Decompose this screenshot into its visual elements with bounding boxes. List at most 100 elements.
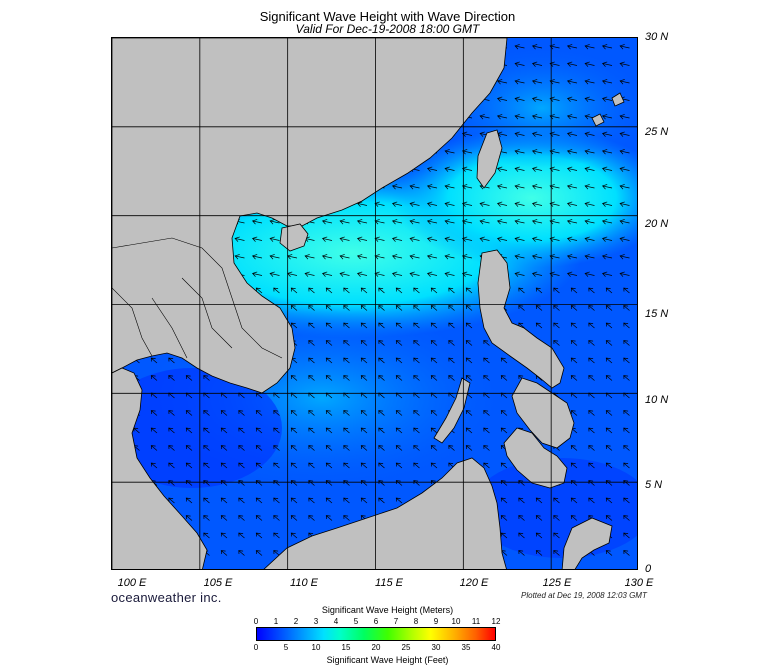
wave-arrow <box>168 462 175 469</box>
wave-arrow <box>391 236 403 242</box>
wave-arrow <box>308 322 315 329</box>
wave-arrow <box>185 445 193 451</box>
wave-arrow <box>535 287 543 294</box>
wave-arrow <box>203 497 210 504</box>
wave-arrow <box>514 271 525 277</box>
wave-arrow <box>601 96 613 102</box>
wave-arrow <box>601 61 613 67</box>
wave-arrow <box>514 254 525 260</box>
wave-arrow <box>290 322 298 329</box>
wave-arrow <box>395 480 403 486</box>
lat-lon-grid <box>112 38 637 569</box>
wave-arrow <box>325 462 333 469</box>
wave-arrow <box>220 462 228 469</box>
wave-arrow <box>413 357 420 364</box>
wave-arrow <box>251 254 263 260</box>
wave-arrow <box>378 375 385 381</box>
wave-arrow <box>570 305 578 311</box>
country-borders <box>112 237 283 359</box>
wave-arrow <box>605 515 613 521</box>
wave-arrow <box>378 462 385 469</box>
wave-arrow <box>588 340 595 346</box>
wave-arrow <box>619 254 630 260</box>
wave-arrow <box>203 480 210 486</box>
wave-arrow <box>531 61 543 67</box>
wave-arrow <box>356 254 368 260</box>
feet-tick: 25 <box>401 643 411 652</box>
wave-arrow <box>185 427 193 434</box>
wave-arrow <box>500 532 508 539</box>
feet-tick: 35 <box>461 643 471 652</box>
wave-arrow <box>496 96 508 102</box>
wave-arrow <box>623 532 630 539</box>
wave-arrow <box>549 96 560 102</box>
wave-arrow <box>430 322 438 329</box>
wave-arrow <box>360 287 368 294</box>
wave-arrow <box>220 445 228 451</box>
wave-arrow <box>339 271 350 277</box>
wave-arrow <box>483 427 490 434</box>
wave-arrow <box>360 427 368 434</box>
wave-arrow <box>549 271 560 277</box>
wave-arrow <box>465 340 473 346</box>
wave-arrow <box>395 462 403 469</box>
wave-arrow <box>588 375 595 381</box>
meter-tick: 10 <box>451 617 461 626</box>
lat-label-25n: 25 N <box>645 126 669 138</box>
wave-arrow <box>479 201 490 207</box>
wave-arrow <box>531 114 543 120</box>
wave-arrow <box>251 219 263 225</box>
wave-arrow <box>566 114 578 120</box>
wave-arrow <box>168 497 175 504</box>
wave-arrow <box>570 462 578 469</box>
wave-arrow <box>514 219 525 225</box>
colorbar-title-meters: Significant Wave Height (Meters) <box>321 605 454 615</box>
wave-arrow <box>623 305 630 311</box>
wave-arrow <box>360 462 368 469</box>
wave-arrow <box>168 427 175 434</box>
wave-arrow <box>584 184 595 190</box>
wave-arrow <box>514 44 525 50</box>
wave-arrow <box>255 462 263 469</box>
wave-arrow <box>343 480 350 486</box>
lon-label-100e: 100 E <box>117 577 147 589</box>
wave-arrow <box>448 445 455 451</box>
wave-arrow <box>496 201 508 207</box>
wave-arrow <box>605 287 613 294</box>
wave-arrow <box>465 375 473 381</box>
wave-arrow <box>465 427 473 434</box>
wave-arrow <box>570 515 578 521</box>
wave-arrow <box>413 287 420 294</box>
wave-arrow <box>150 445 158 451</box>
wave-arrow <box>514 61 525 67</box>
wave-arrow <box>500 357 508 364</box>
wave-arrow <box>623 462 630 469</box>
wave-arrow <box>238 532 245 539</box>
wave-arrow <box>395 357 403 364</box>
wave-arrow <box>514 236 525 242</box>
wave-arrow <box>605 462 613 469</box>
wave-arrow <box>378 480 385 486</box>
wave-arrow <box>290 305 298 311</box>
wave-arrow <box>325 515 333 521</box>
wave-arrow <box>308 445 315 451</box>
wave-arrow <box>500 410 508 416</box>
wave-arrow <box>461 271 473 277</box>
wave-arrow <box>430 305 438 311</box>
wave-arrow <box>601 236 613 242</box>
wave-arrow <box>413 480 420 486</box>
wave-arrow <box>518 480 525 486</box>
wave-arrow <box>514 114 525 120</box>
wave-arrow <box>343 515 350 521</box>
wave-arrow <box>483 462 490 469</box>
wave-arrow <box>290 480 298 486</box>
wave-arrow <box>605 445 613 451</box>
wave-arrow <box>448 305 455 311</box>
wave-arrow <box>234 254 245 260</box>
wave-arrow <box>584 254 595 260</box>
wave-arrow <box>395 410 403 416</box>
wave-arrow <box>413 410 420 416</box>
wave-arrow <box>409 254 420 260</box>
map-canvas <box>112 38 637 569</box>
wave-arrow <box>531 131 543 137</box>
